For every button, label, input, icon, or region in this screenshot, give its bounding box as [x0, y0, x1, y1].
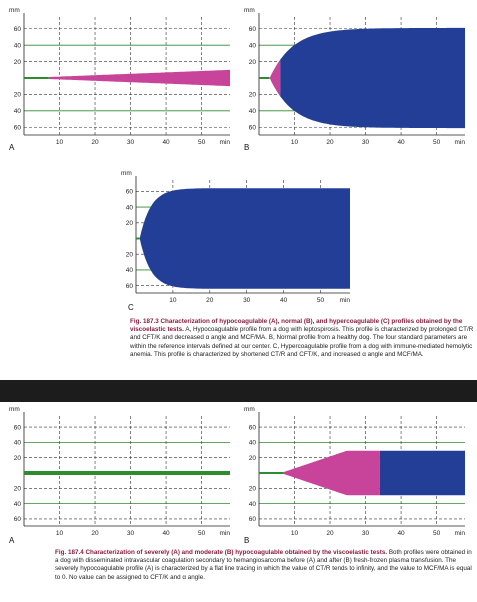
x-tick-label: 10 [56, 530, 64, 537]
y-tick-label: 40 [249, 42, 257, 49]
y-unit-label: mm [244, 406, 255, 413]
clot-trace [379, 450, 465, 496]
y-tick-label: 20 [14, 455, 22, 462]
panel-label: A [9, 143, 15, 152]
caption-body: Both profiles were obtained in a dog wit… [55, 549, 472, 581]
y-unit-label: mm [9, 406, 20, 413]
y-tick-label: 40 [249, 440, 257, 447]
y-tick-label: 20 [126, 220, 134, 227]
y-tick-label: 40 [249, 501, 257, 508]
fig187-3-caption: Fig. 187.3 Characterization of hypocoagu… [130, 318, 475, 359]
tracing-chart: 60 40 20 20 40 60 10 20 30 40 50 mm min [9, 406, 231, 537]
x-tick-label: 50 [433, 139, 441, 146]
y-tick-label: 20 [249, 92, 257, 99]
x-tick-label: 40 [397, 530, 405, 537]
x-tick-label: 10 [291, 139, 299, 146]
y-unit-label: mm [9, 7, 20, 14]
x-tick-label: 20 [91, 530, 99, 537]
x-tick-label: 30 [362, 139, 370, 146]
fig187-3-panel-a: 60 40 20 20 40 60 10 20 30 40 50 mm min [8, 5, 236, 148]
y-tick-label: 60 [126, 189, 134, 196]
x-unit-label: min [455, 530, 466, 537]
x-tick-label: 50 [317, 297, 325, 304]
x-tick-label: 50 [198, 139, 206, 146]
tracing-chart: 60 40 20 20 40 60 10 20 30 40 50 mm min [121, 170, 351, 304]
caption-body: A, Hypocoagulable profile from a dog wit… [130, 326, 474, 358]
x-tick-label: 40 [162, 139, 170, 146]
y-unit-label: mm [244, 7, 255, 14]
y-tick-label: 20 [249, 59, 257, 66]
fig187-4-caption: Fig. 187.4 Characterization of severely … [55, 549, 473, 582]
x-tick-label: 40 [162, 530, 170, 537]
x-tick-label: 20 [206, 297, 214, 304]
x-unit-label: min [220, 530, 231, 537]
y-tick-label: 60 [14, 26, 22, 33]
x-unit-label: min [220, 139, 231, 146]
x-tick-label: 40 [280, 297, 288, 304]
clot-trace [280, 27, 465, 129]
y-tick-label: 60 [14, 516, 22, 523]
y-tick-label: 60 [14, 124, 22, 131]
tracing-chart: 60 40 20 20 40 60 10 20 30 40 50 mm min [244, 406, 466, 537]
x-unit-label: min [340, 297, 351, 304]
clot-trace-early [269, 59, 281, 97]
y-tick-label: 20 [14, 59, 22, 66]
y-tick-label: 40 [14, 440, 22, 447]
x-unit-label: min [455, 139, 466, 146]
y-tick-label: 60 [249, 26, 257, 33]
tracing-chart: 60 40 20 20 40 60 10 20 30 40 50 mm min [244, 7, 466, 146]
baseline-trace [24, 471, 230, 475]
x-tick-label: 10 [169, 297, 177, 304]
y-tick-label: 40 [126, 204, 134, 211]
panel-label: B [244, 536, 250, 545]
x-tick-label: 30 [243, 297, 251, 304]
x-tick-label: 30 [127, 530, 135, 537]
fig187-3-panel-b: 60 40 20 20 40 60 10 20 30 40 50 mm min [243, 5, 471, 148]
y-tick-label: 60 [249, 516, 257, 523]
y-tick-label: 20 [14, 92, 22, 99]
x-tick-label: 50 [433, 530, 441, 537]
panel-label: A [9, 536, 15, 545]
y-tick-label: 20 [249, 486, 257, 493]
y-tick-label: 60 [249, 424, 257, 431]
clot-trace-early [283, 450, 380, 496]
y-unit-label: mm [121, 170, 132, 177]
y-tick-label: 60 [14, 424, 22, 431]
page-divider [0, 380, 477, 402]
fig187-4-panel-a: 60 40 20 20 40 60 10 20 30 40 50 mm min [8, 404, 236, 539]
x-tick-label: 20 [91, 139, 99, 146]
caption-title: Fig. 187.4 Characterization of severely … [55, 549, 388, 556]
y-tick-label: 60 [126, 283, 134, 290]
x-tick-label: 10 [56, 139, 64, 146]
y-tick-label: 20 [249, 455, 257, 462]
x-tick-label: 50 [198, 530, 206, 537]
x-tick-label: 40 [397, 139, 405, 146]
y-tick-label: 20 [14, 486, 22, 493]
x-tick-label: 20 [326, 530, 334, 537]
y-tick-label: 40 [14, 108, 22, 115]
fig187-3-panel-c: 60 40 20 20 40 60 10 20 30 40 50 mm min [120, 168, 356, 306]
y-tick-label: 20 [126, 251, 134, 258]
tracing-chart: 60 40 20 20 40 60 10 20 30 40 50 mm min [9, 7, 231, 146]
panel-label: B [244, 143, 250, 152]
x-tick-label: 20 [326, 139, 334, 146]
y-tick-label: 40 [126, 267, 134, 274]
x-tick-label: 30 [127, 139, 135, 146]
y-tick-label: 60 [249, 124, 257, 131]
clot-trace [48, 69, 231, 87]
y-tick-label: 40 [249, 108, 257, 115]
panel-label: C [128, 303, 134, 312]
clot-trace [139, 188, 350, 289]
fig187-4-panel-b: 60 40 20 20 40 60 10 20 30 40 50 mm min [243, 404, 471, 539]
y-tick-label: 40 [14, 501, 22, 508]
y-tick-label: 40 [14, 42, 22, 49]
x-tick-label: 10 [291, 530, 299, 537]
x-tick-label: 30 [362, 530, 370, 537]
caption-title: Fig. 187.3 Characterization of hypocoagu… [130, 318, 463, 334]
